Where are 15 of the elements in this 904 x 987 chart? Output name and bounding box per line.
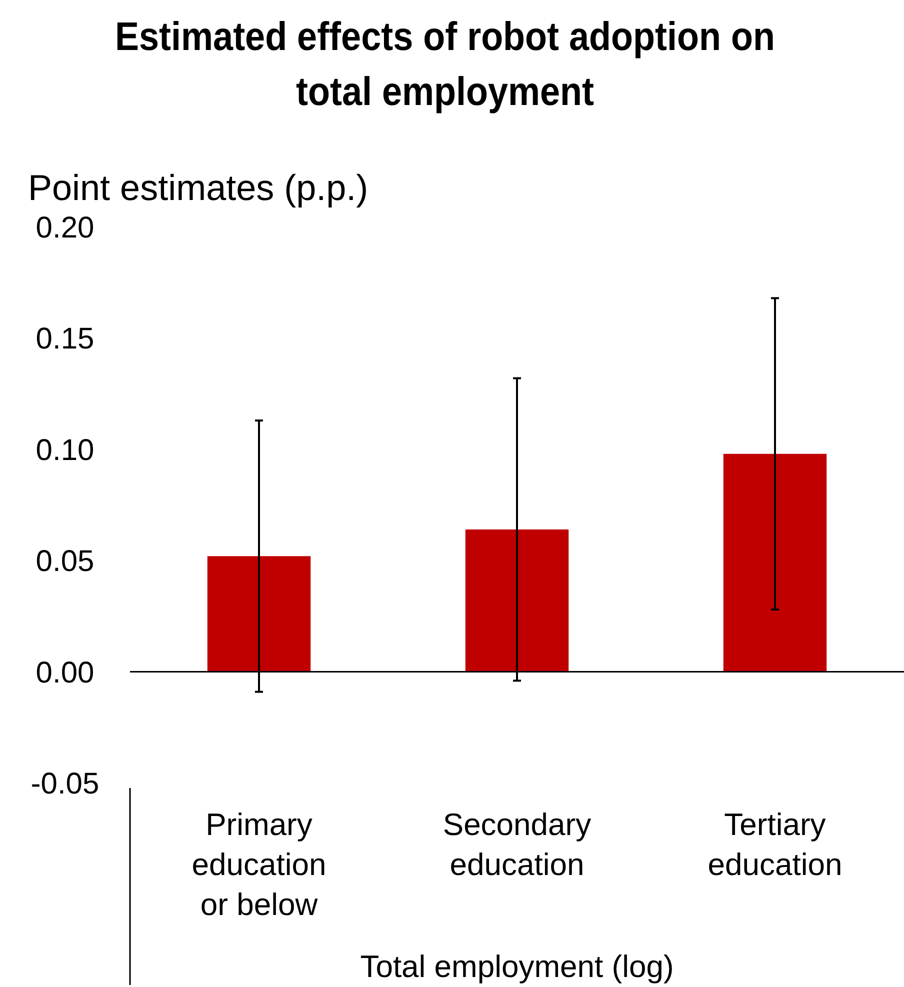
y-tick-label: 0.00	[36, 656, 94, 690]
bar	[207, 556, 311, 672]
x-tick-label: Secondary education	[442, 807, 592, 882]
x-axis-title: Total employment (log)	[360, 949, 674, 984]
y-tick-label: 0.05	[36, 545, 94, 578]
chart-title: Estimated effects of robot adoption on total employment	[115, 15, 775, 114]
x-tick-label: Primary education or below	[192, 807, 326, 922]
bar	[723, 454, 827, 672]
y-tick-label: 0.20	[36, 212, 94, 244]
bar	[465, 529, 569, 672]
y-tick-label: 0.15	[36, 322, 94, 356]
y-tick-label: -0.05	[30, 768, 100, 800]
y-tick-label: 0.10	[36, 434, 94, 467]
x-tick-label: Tertiary education	[708, 807, 842, 882]
y-axis-title: Point estimates (p.p.)	[28, 167, 368, 208]
